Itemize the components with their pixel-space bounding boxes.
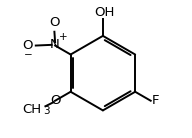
Text: O: O <box>49 16 60 29</box>
Text: O: O <box>50 94 60 107</box>
Text: N: N <box>50 38 60 51</box>
Text: CH: CH <box>22 103 41 116</box>
Text: −: − <box>24 50 32 60</box>
Text: +: + <box>59 32 67 42</box>
Text: O: O <box>22 39 32 52</box>
Text: 3: 3 <box>43 106 50 116</box>
Text: F: F <box>152 94 160 107</box>
Text: OH: OH <box>94 6 114 19</box>
